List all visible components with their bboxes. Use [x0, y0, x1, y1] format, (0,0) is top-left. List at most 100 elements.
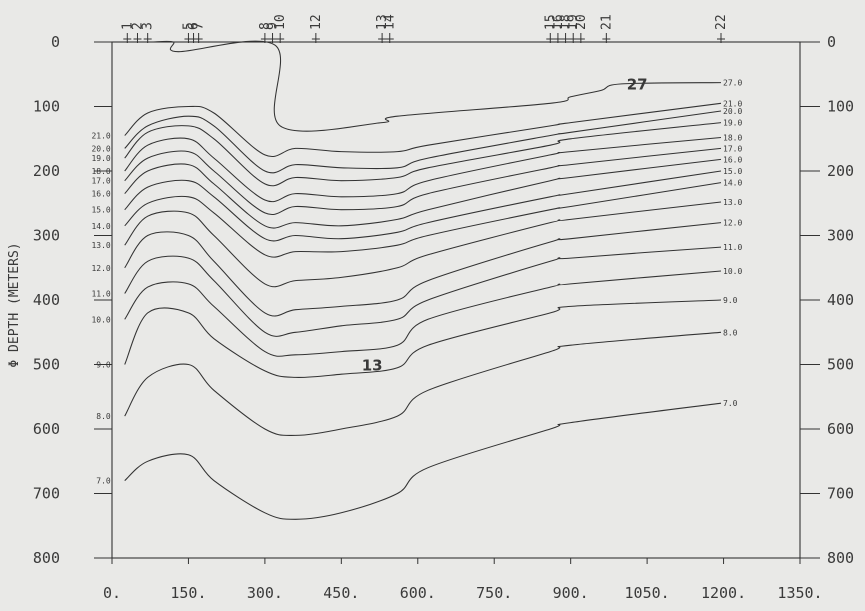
y-tick-label: 100 [827, 98, 854, 116]
x-tick-label: 1350. [777, 584, 822, 602]
station-label: 10 [273, 14, 288, 30]
isotherm-label-left: 17.0 [91, 177, 110, 186]
isotherm-label-right: 19.0 [723, 119, 742, 128]
isotherm-line [124, 110, 722, 174]
x-axis-ticks: 0. 150. 300. 450. 600. 750. 900. 1050. 1200. 1350… [103, 558, 823, 602]
isotherm-label-right: 21.0 [723, 99, 742, 108]
x-tick-label: 0. [103, 584, 121, 602]
isotherm-label-right: 7.0 [723, 399, 738, 408]
station-label: 9 [266, 22, 281, 30]
y-tick-label: 100 [33, 98, 60, 116]
y-tick-label: 600 [33, 420, 60, 438]
isotherm-label-right: 16.0 [723, 155, 742, 164]
x-tick-label: 750. [476, 584, 512, 602]
station-label: 16 [551, 14, 566, 30]
isotherm-line [124, 102, 722, 157]
isotherm-line [124, 136, 722, 203]
isotherm-line [124, 182, 722, 258]
station-label: 7 [192, 22, 207, 30]
y-tick-label: 300 [827, 227, 854, 245]
isotherm-label-left: 19.0 [91, 154, 110, 163]
isotherm-label-right: 13.0 [723, 198, 742, 207]
isotherm-line [124, 270, 722, 357]
y-tick-label: 700 [827, 485, 854, 503]
isotherm-label-right: 14.0 [723, 179, 742, 188]
station-label: 14 [383, 14, 398, 30]
isotherm-line [124, 122, 722, 187]
station-label: 21 [599, 14, 614, 30]
y-tick-label: 400 [33, 291, 60, 309]
y-axis-right-ticks: 0 100 200 300 400 500 600 700 800 [800, 33, 854, 567]
isotherm-label-right: 27.0 [723, 79, 742, 88]
y-tick-label: 0 [51, 33, 60, 51]
y-tick-label: 0 [827, 33, 836, 51]
isotherm-line [124, 331, 722, 436]
y-tick-label: 700 [33, 485, 60, 503]
isotherm-line [152, 40, 722, 132]
x-tick-label: 900. [553, 584, 589, 602]
isotherm-label-left: 15.0 [91, 206, 110, 215]
station-label: 22 [714, 14, 729, 30]
station-label: 5 [181, 22, 196, 30]
station-label: 15 [543, 14, 558, 30]
isotherm-label-left: 20.0 [91, 144, 110, 153]
y-tick-label: 200 [33, 162, 60, 180]
plot-border [111, 41, 801, 559]
station-label: 18 [559, 14, 574, 30]
station-label: 2 [130, 22, 145, 30]
x-tick-label: 600. [400, 584, 436, 602]
station-label: 8 [258, 22, 273, 30]
isotherm-label-left: 13.0 [91, 241, 110, 250]
isotherm-line [124, 246, 722, 337]
y-axis-label: Φ DEPTH (METERS) [7, 242, 22, 367]
isotherm-label-left: 10.0 [91, 315, 110, 324]
isotherm-label-left: 14.0 [91, 222, 110, 231]
isotherm-line [124, 201, 722, 288]
x-tick-label: 450. [323, 584, 359, 602]
x-tick-label: 1200. [701, 584, 746, 602]
isotherm-label-right: 8.0 [723, 328, 738, 337]
isotherm-line [124, 299, 722, 378]
y-tick-label: 800 [827, 549, 854, 567]
isotherm-label-right: 9.0 [723, 296, 738, 305]
y-tick-label: 600 [827, 420, 854, 438]
station-label: 12 [309, 14, 324, 30]
isotherm-label-right: 18.0 [723, 133, 742, 142]
chart-annotation: 27 [627, 75, 648, 93]
y-axis-left-ticks: 0 100 200 300 400 500 600 700 800 [33, 33, 112, 567]
isotherm-label-right: 20.0 [723, 107, 742, 116]
isotherm-label-left: 16.0 [91, 190, 110, 199]
isotherm-label-right: 11.0 [723, 243, 742, 252]
station-label: 6 [187, 22, 202, 30]
isotherm-line [124, 222, 722, 317]
y-tick-label: 500 [827, 356, 854, 374]
station-label: 13 [375, 14, 390, 30]
x-tick-label: 150. [170, 584, 206, 602]
isotherm-label-left: 8.0 [96, 412, 111, 421]
isotherm-label-left: 11.0 [91, 290, 110, 299]
plot-frame [111, 41, 801, 559]
isotherm-label-right: 17.0 [723, 144, 742, 153]
isotherm-label-left: 21.0 [91, 132, 110, 141]
y-tick-label: 500 [33, 356, 60, 374]
isotherm-line [124, 402, 722, 520]
x-tick-label: 300. [247, 584, 283, 602]
isotherm-label-right: 12.0 [723, 219, 742, 228]
isotherm-lines [124, 40, 722, 520]
station-label: 1 [120, 22, 135, 30]
isotherm-labels: 27.021.021.020.020.019.019.018.018.017.0… [91, 79, 742, 486]
station-label: 19 [566, 14, 581, 30]
isotherm-label-left: 7.0 [96, 477, 111, 486]
station-label: 3 [141, 22, 156, 30]
x-tick-label: 1050. [625, 584, 670, 602]
isotherm-line [124, 158, 722, 229]
y-tick-label: 800 [33, 549, 60, 567]
y-tick-label: 200 [827, 162, 854, 180]
y-tick-label: 400 [827, 291, 854, 309]
isotherm-label-left: 12.0 [91, 264, 110, 273]
station-label: 20 [574, 14, 589, 30]
chart-annotation: 13 [362, 357, 383, 375]
isotherm-line [124, 170, 722, 242]
